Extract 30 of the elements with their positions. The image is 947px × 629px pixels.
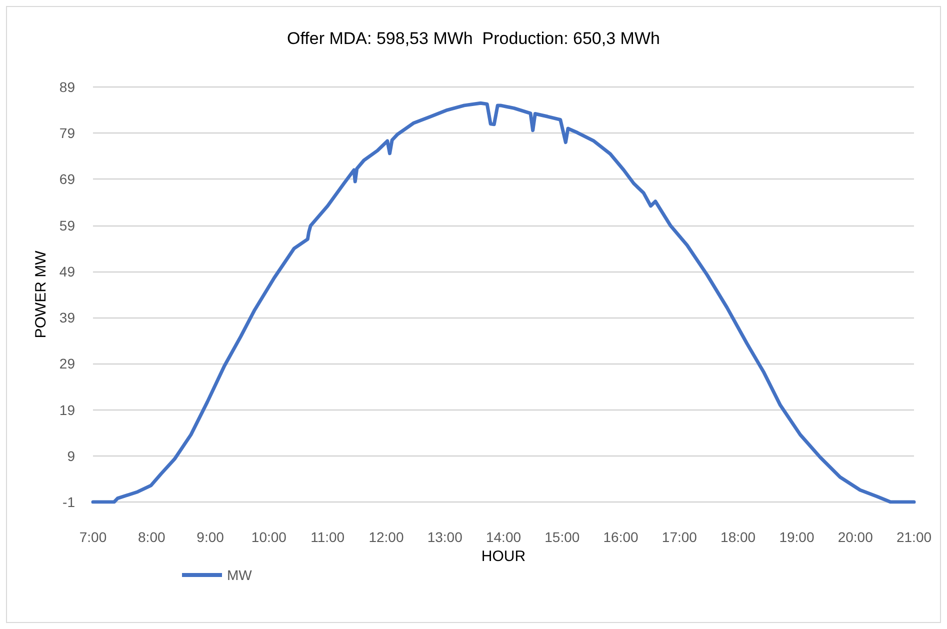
y-tick-label: -1 — [62, 494, 76, 510]
x-tick-label: 15:00 — [544, 529, 580, 545]
x-tick-label: 20:00 — [838, 529, 874, 545]
y-tick-label: 39 — [59, 310, 76, 326]
y-tick-label: 29 — [59, 356, 76, 372]
x-tick-label: 12:00 — [368, 529, 404, 545]
x-tick-label: 8:00 — [138, 529, 166, 545]
legend-label: MW — [227, 567, 253, 583]
y-axis-title: POWER MW — [32, 250, 50, 338]
x-tick-label: 13:00 — [427, 529, 463, 545]
x-tick-label: 16:00 — [603, 529, 639, 545]
y-tick-label: 19 — [59, 402, 76, 418]
x-tick-label: 9:00 — [196, 529, 224, 545]
x-tick-label: 10:00 — [251, 529, 287, 545]
x-tick-label: 11:00 — [310, 529, 345, 545]
y-tick-label: 9 — [67, 448, 76, 464]
y-tick-label: 89 — [59, 79, 76, 95]
y-tick-label: 49 — [59, 263, 76, 280]
x-tick-label: 18:00 — [720, 529, 756, 545]
x-tick-label: 14:00 — [486, 529, 522, 545]
x-axis-title: HOUR — [481, 548, 526, 565]
x-tick-label: 19:00 — [779, 529, 814, 545]
y-tick-label: 69 — [59, 171, 76, 188]
x-tick-label: 17:00 — [662, 529, 698, 545]
y-tick-label: 79 — [59, 125, 76, 142]
y-tick-label: 59 — [59, 217, 76, 234]
x-tick-label: 21:00 — [896, 529, 932, 545]
x-tick-label: 7:00 — [79, 529, 107, 545]
chart-title: Offer MDA: 598,53 MWh Production: 650,3 MWh — [287, 29, 660, 48]
line-series — [91, 101, 916, 504]
